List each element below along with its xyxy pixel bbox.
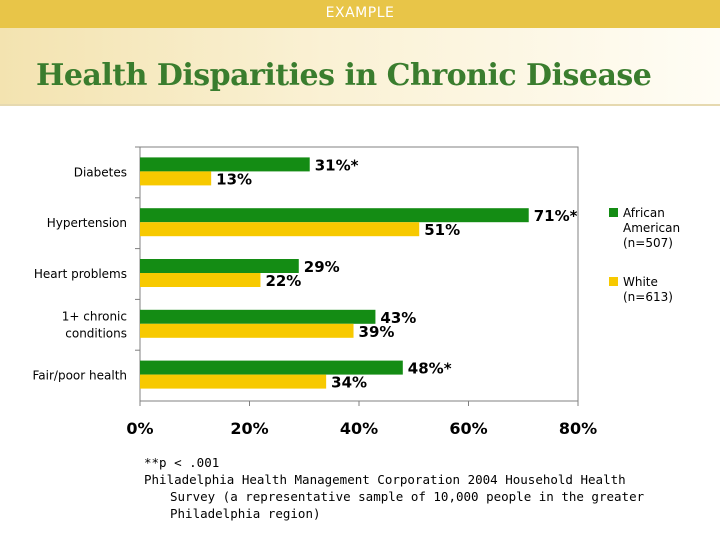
source-line: Survey (a representative sample of 10,00… <box>170 489 645 504</box>
bar <box>140 222 420 237</box>
bar <box>140 323 354 338</box>
data-label: 22% <box>265 272 301 290</box>
legend-swatch <box>609 277 618 286</box>
bar <box>140 208 529 223</box>
source-line: Philadelphia Health Management Corporati… <box>144 472 626 487</box>
source-line: Philadelphia region) <box>170 506 321 521</box>
x-tick-label: 80% <box>559 419 597 438</box>
data-label: 43% <box>380 309 416 327</box>
header-divider <box>0 104 720 106</box>
data-label: 71%* <box>534 207 578 225</box>
legend-label: (n=507) <box>623 236 673 250</box>
legend-label: American <box>623 221 680 235</box>
data-label: 34% <box>331 374 367 392</box>
data-label: 48%* <box>408 360 452 378</box>
slide-tag: EXAMPLE <box>325 5 395 21</box>
category-label: Fair/poor health <box>33 369 128 383</box>
legend-label: (n=613) <box>623 290 673 304</box>
data-label: 51% <box>424 221 460 239</box>
bar <box>140 273 261 287</box>
category-label: 1+ chronic <box>62 309 127 323</box>
data-label: 31%* <box>315 156 359 174</box>
bar <box>140 309 376 324</box>
bar <box>140 157 310 172</box>
bar-chart: Diabetes 31%* 13% Hypertension 71%* 51% Heart … <box>33 146 680 438</box>
bar <box>140 259 299 273</box>
slide-title: Health Disparities in Chronic Disease <box>36 58 652 93</box>
top-bar <box>0 0 720 28</box>
category-label: Heart problems <box>34 267 127 281</box>
data-label: 39% <box>359 323 395 341</box>
x-tick-label: 40% <box>340 419 378 438</box>
category-label: Diabetes <box>74 165 127 179</box>
category-label: Hypertension <box>47 216 127 230</box>
data-label: 13% <box>216 170 252 188</box>
significance-note: **p < .001 <box>144 455 220 470</box>
x-tick-label: 60% <box>449 419 487 438</box>
legend-label: White <box>623 275 658 289</box>
footnotes: **p < .001 Philadelphia Health Managemen… <box>144 454 704 522</box>
bar <box>140 360 403 375</box>
category-label: conditions <box>65 326 127 340</box>
x-tick-label: 0% <box>126 419 153 438</box>
bar <box>140 374 327 389</box>
legend-label: African <box>623 206 665 220</box>
legend-swatch <box>609 208 618 217</box>
x-tick-label: 20% <box>230 419 268 438</box>
bar <box>140 171 212 186</box>
data-label: 29% <box>304 258 340 276</box>
